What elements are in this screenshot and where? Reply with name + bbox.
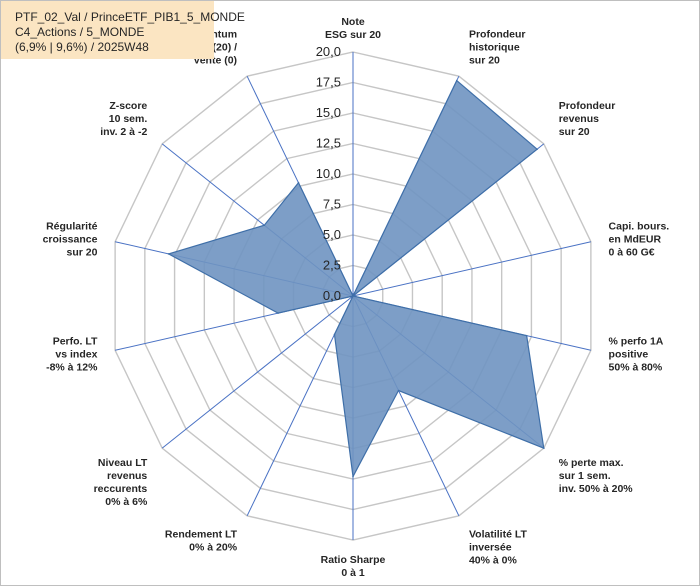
axis-label-line: inv. 50% à 20% [559, 483, 634, 495]
data-point-13 [297, 181, 300, 184]
axis-label-line: revenus [559, 113, 599, 125]
axis-label-line: inv. 2 à -2 [100, 126, 147, 138]
tick-label-1: 2,5 [323, 258, 341, 273]
data-point-5 [542, 447, 545, 449]
axis-label-line: 10 sem. [109, 113, 148, 125]
axis-label-line: Ratio Sharpe [321, 554, 386, 566]
axis-label-line: historique [469, 42, 520, 54]
portfolio-stats: (6,9% | 9,6%) / 2025W48 [15, 40, 149, 54]
radar-tick-labels: 0,0 2,5 5,0 7,5 10,0 12,5 15,0 17,5 20,0 [316, 44, 341, 303]
portfolio-title: PTF_02_Val / PrinceETF_PIB1_5_MONDE [15, 10, 245, 24]
axis-label-6: Volatilité LT inversée 40% à 0% [469, 528, 528, 566]
axis-label-11: Régularité croissance sur 20 [43, 221, 98, 259]
axis-label-5: % perte max. sur 1 sem. inv. 50% à 20% [559, 457, 634, 495]
axis-label-line: 40% à 0% [469, 554, 518, 566]
data-point-6 [397, 389, 400, 392]
data-point-2 [536, 148, 538, 150]
axis-label-line: ESG sur 20 [325, 29, 381, 41]
axis-label-line: 50% à 80% [609, 361, 663, 373]
axis-label-12: Z-score 10 sem. inv. 2 à -2 [100, 100, 147, 138]
axis-label-line: sur 20 [559, 126, 590, 138]
axis-label-1: Profondeur historique sur 20 [469, 29, 526, 67]
data-point-8 [333, 333, 336, 336]
portfolio-info-box: PTF_02_Val / PrinceETF_PIB1_5_MONDE C4_A… [1, 1, 245, 59]
data-point-1 [455, 79, 458, 82]
axis-label-10: Perfo. LT vs index -8% à 12% [46, 335, 98, 373]
axis-label-line: 0 à 1 [341, 567, 365, 579]
tick-label-7: 17,5 [316, 75, 341, 90]
axis-label-line: Z-score [109, 100, 147, 112]
axis-label-line: Profondeur [469, 29, 526, 41]
axis-label-9: Niveau LT revenus reccurents 0% à 6% [94, 457, 148, 508]
axis-label-line: Niveau LT [98, 457, 148, 469]
axis-label-line: sur 20 [469, 55, 500, 67]
axis-label-line: Note [341, 16, 364, 28]
axis-label-line: Perfo. LT [53, 335, 98, 347]
portfolio-category: C4_Actions / 5_MONDE [15, 25, 145, 39]
axis-label-0: Note ESG sur 20 [325, 16, 381, 41]
axis-label-line: positive [609, 348, 649, 360]
tick-label-2: 5,0 [323, 227, 341, 242]
axis-label-line: en MdEUR [609, 234, 662, 246]
axis-label-line: sur 20 [67, 247, 98, 259]
spoke-9 [161, 295, 354, 449]
axis-label-7: Ratio Sharpe 0 à 1 [321, 554, 386, 579]
tick-label-4: 10,0 [316, 166, 341, 181]
axis-label-4: % perfo 1A positive 50% à 80% [609, 335, 664, 373]
tick-label-0: 0,0 [323, 288, 341, 303]
axis-label-line: 0% à 6% [105, 496, 148, 508]
axis-label-line: -8% à 12% [46, 361, 98, 373]
axis-label-line: 0 à 60 G€ [609, 247, 655, 259]
axis-label-line: Rendement LT [165, 528, 238, 540]
data-point-7 [352, 475, 354, 478]
axis-label-line: % perfo 1A [609, 335, 664, 347]
data-point-4 [525, 334, 528, 337]
axis-label-3: Capi. bours. en MdEUR 0 à 60 G€ [609, 221, 670, 259]
radar-axis-labels: Note ESG sur 20 Profondeur historique sur 20… [43, 16, 670, 579]
data-point-12 [263, 224, 266, 227]
axis-label-line: Profondeur [559, 100, 616, 112]
axis-label-line: Capi. bours. [609, 221, 670, 233]
axis-label-line: 0% à 20% [189, 541, 238, 553]
data-point-11 [167, 253, 170, 255]
axis-label-2: Profondeur revenus sur 20 [559, 100, 616, 138]
axis-label-line: Volatilité LT [469, 528, 528, 540]
axis-label-line: Régularité [46, 221, 98, 233]
axis-label-line: vs index [55, 348, 97, 360]
axis-label-line: sur 1 sem. [559, 470, 611, 482]
axis-label-line: revenus [107, 470, 147, 482]
axis-label-line: inversée [469, 541, 512, 553]
series-area [167, 79, 545, 479]
tick-label-3: 7,5 [323, 197, 341, 212]
tick-label-6: 15,0 [316, 105, 341, 120]
data-point-10 [277, 312, 279, 314]
tick-label-8: 20,0 [316, 44, 341, 59]
axis-label-8: Rendement LT 0% à 20% [165, 528, 238, 553]
radar-series [167, 79, 545, 479]
data-point-9 [352, 295, 354, 297]
tick-label-5: 12,5 [316, 136, 341, 151]
spoke-3 [352, 241, 591, 297]
axis-label-line: % perte max. [559, 457, 624, 469]
axis-label-line: croissance [43, 234, 98, 246]
axis-label-line: reccurents [94, 483, 148, 495]
